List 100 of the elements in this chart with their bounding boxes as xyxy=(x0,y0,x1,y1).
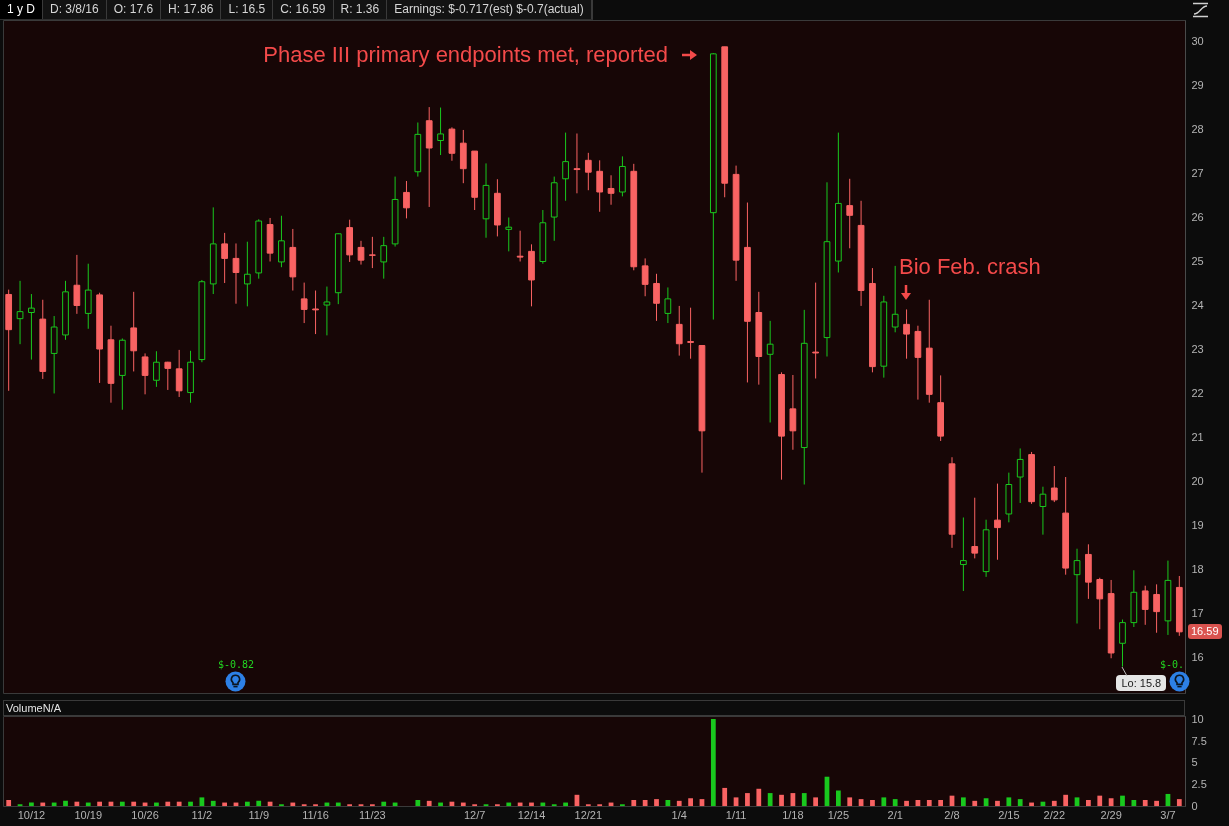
bar xyxy=(335,802,341,806)
x-tick-label: 12/21 xyxy=(574,808,603,821)
bar xyxy=(415,799,421,806)
candlestick xyxy=(312,290,319,335)
candlestick xyxy=(675,305,683,357)
bar xyxy=(665,799,671,806)
candlestick xyxy=(84,263,92,330)
x-tick-label: 11/16 xyxy=(302,808,329,821)
chart-title: 1 y D xyxy=(0,0,44,19)
candlestick xyxy=(664,286,672,324)
candlestick xyxy=(891,265,899,333)
candlestick xyxy=(584,152,592,191)
candlestick xyxy=(28,293,35,361)
bar xyxy=(97,801,102,806)
candlestick xyxy=(300,282,308,324)
candlestick xyxy=(73,254,81,315)
candlestick xyxy=(1141,585,1149,626)
bar xyxy=(870,799,875,806)
bar xyxy=(1131,799,1137,806)
x-tick-label: 11/23 xyxy=(359,808,386,821)
bar xyxy=(438,802,443,806)
y-tick-label: 23 xyxy=(1191,343,1204,356)
candlestick xyxy=(380,236,388,280)
x-tick-label: 10/19 xyxy=(74,808,103,821)
bar xyxy=(767,793,773,806)
bar xyxy=(460,802,466,806)
bar xyxy=(63,800,68,806)
candlestick xyxy=(243,241,251,307)
candlestick xyxy=(130,291,138,372)
bar xyxy=(381,801,387,806)
bar xyxy=(654,799,659,806)
candlestick xyxy=(641,257,649,297)
bar xyxy=(710,719,716,806)
bar xyxy=(847,797,853,806)
bar xyxy=(40,802,46,806)
y-tick-label: 0 xyxy=(1191,799,1198,812)
bar xyxy=(1176,799,1182,806)
candlestick xyxy=(516,230,524,262)
bar xyxy=(6,799,12,806)
candlestick xyxy=(903,308,910,360)
candlestick xyxy=(971,497,979,559)
candlestick xyxy=(232,242,240,305)
x-tick-label: 11/9 xyxy=(248,808,270,821)
y-tick-label: 18 xyxy=(1191,563,1204,576)
candlestick xyxy=(141,352,149,395)
candlestick xyxy=(994,483,1001,561)
x-tick-label: 1/18 xyxy=(782,808,804,821)
x-tick-label: 2/8 xyxy=(944,808,960,821)
bar xyxy=(506,802,512,806)
candlestick xyxy=(596,159,604,213)
candlestick xyxy=(1073,548,1081,624)
candlestick xyxy=(789,374,797,451)
y-tick-label: 30 xyxy=(1191,35,1204,48)
y-tick-label: 7.5 xyxy=(1191,734,1207,747)
x-tick-label: 12/14 xyxy=(517,808,546,821)
text: C: 16.59 xyxy=(273,0,334,19)
text: D: 3/8/16 xyxy=(43,0,107,19)
bar xyxy=(1120,795,1125,806)
candlestick xyxy=(221,232,228,284)
bar xyxy=(1142,799,1148,806)
bar xyxy=(176,801,182,806)
x-tick-label: 3/7 xyxy=(1160,808,1176,821)
text: H: 17.86 xyxy=(161,0,222,19)
bar xyxy=(222,802,228,806)
y-tick-label: 24 xyxy=(1191,299,1204,312)
bar xyxy=(926,799,932,806)
annotation: Phase III primary endpoints met, reported xyxy=(263,41,668,69)
x-tick-label: 12/7 xyxy=(463,808,486,821)
candlestick xyxy=(562,132,569,202)
bar xyxy=(1154,800,1159,806)
bar xyxy=(529,802,534,806)
candlestick xyxy=(437,107,444,156)
y-tick-label: 19 xyxy=(1191,519,1204,532)
bar xyxy=(29,802,34,806)
y-tick-label: 29 xyxy=(1191,79,1204,92)
y-tick-label: 16 xyxy=(1191,651,1204,664)
bar xyxy=(779,794,784,806)
bar xyxy=(1006,797,1012,806)
bar xyxy=(688,798,693,806)
candlestick xyxy=(357,240,365,266)
bar xyxy=(165,801,171,806)
bar xyxy=(74,801,80,806)
chart-title: VolumeN/A xyxy=(6,701,62,715)
bar xyxy=(540,802,546,806)
bar xyxy=(676,800,682,806)
bar xyxy=(722,787,728,806)
candlestick xyxy=(403,180,410,219)
bar xyxy=(835,790,841,806)
candlestick xyxy=(687,307,694,360)
y-tick-label: 26 xyxy=(1191,211,1204,224)
annotation: $-0.82 xyxy=(217,659,255,671)
candlestick xyxy=(1016,447,1024,504)
bar xyxy=(972,800,978,806)
y-tick-label: 22 xyxy=(1191,387,1204,400)
bar xyxy=(904,800,909,806)
y-tick-label: 27 xyxy=(1191,167,1204,180)
bar xyxy=(938,799,944,806)
candlestick xyxy=(1050,465,1058,503)
candlestick xyxy=(812,282,819,379)
bar xyxy=(1086,799,1091,806)
